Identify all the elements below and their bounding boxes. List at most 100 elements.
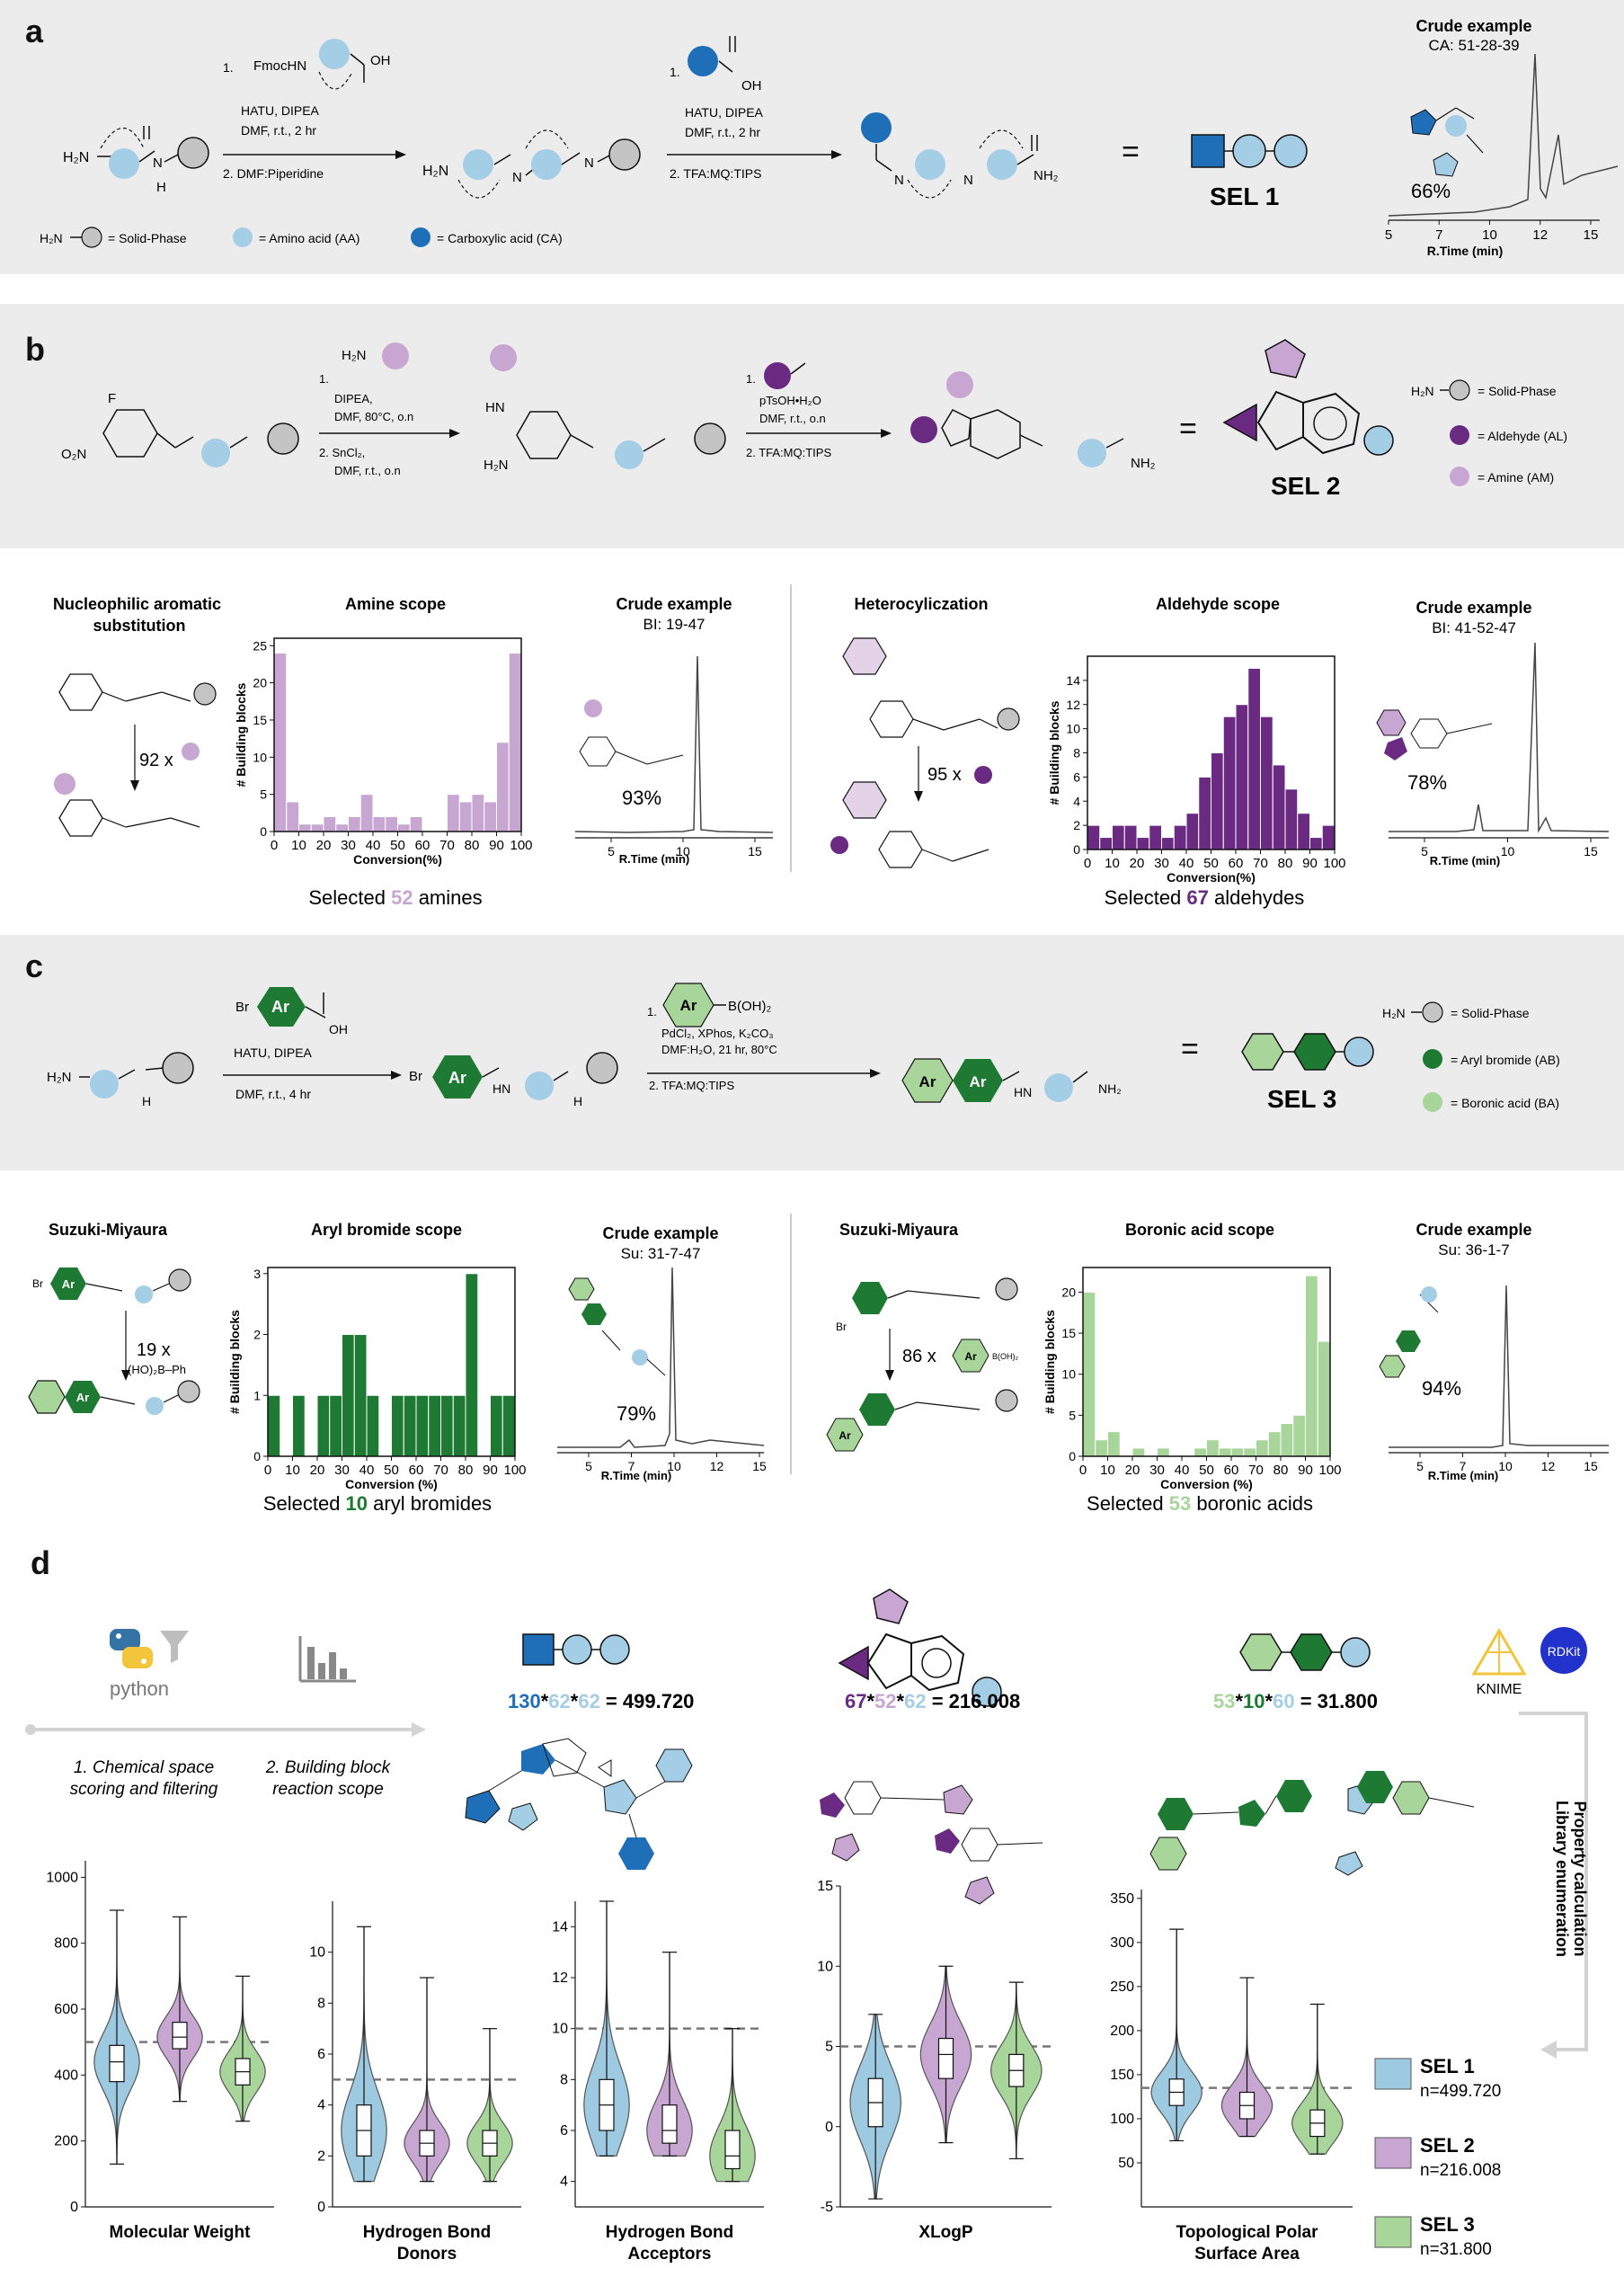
panel-label-c: c <box>25 947 44 984</box>
histogram-bar <box>1260 716 1273 850</box>
legend-n: n=499.720 <box>1420 2082 1501 2101</box>
ab-hexagon <box>65 1381 101 1413</box>
y-tick-label: 3 <box>253 1267 261 1281</box>
a-n-1: N <box>153 156 163 171</box>
y-tick-label: 600 <box>54 2002 78 2017</box>
sel3-example-molecules <box>1149 1771 1475 1876</box>
c-ar-2: Ar <box>448 1069 466 1087</box>
knime-logo-icon <box>1471 1628 1527 1676</box>
histogram-bar <box>310 823 324 832</box>
x-tick-label: 50 <box>1199 1463 1214 1478</box>
a-n-4: N <box>894 173 904 188</box>
x-tick-label: 80 <box>1273 1463 1289 1478</box>
al-circle <box>1450 425 1469 445</box>
histogram-bar <box>1256 1439 1269 1457</box>
x-tick-label: 60 <box>1229 856 1244 871</box>
suzuki1-ar-1: Ar <box>62 1277 75 1291</box>
am-circle <box>946 371 973 398</box>
a-crude-pct: 66% <box>1411 180 1451 202</box>
violin-xlogp: -5 0 5 10 15 XLogP <box>817 1879 1052 2242</box>
y-tick-label: 0 <box>825 2120 833 2135</box>
suzuki1-mult: 19 x <box>137 1340 171 1360</box>
y-tick-label: 8 <box>560 2072 568 2087</box>
b-crude2-pct: 78% <box>1407 771 1447 794</box>
x-tick-label: 0 <box>264 1463 271 1478</box>
a-equals: = <box>1122 135 1140 169</box>
c-crude1-title: Crude example <box>602 1224 718 1242</box>
c-boron: B(OH)₂ <box>728 999 771 1014</box>
c-br: Br <box>235 1000 249 1015</box>
a-step1b: 1. <box>670 65 680 79</box>
suzuki2-ar-2: Ar <box>839 1429 851 1442</box>
a-crude-sub: CA: 51-28-39 <box>1428 37 1519 54</box>
a-n-5: N <box>963 173 973 188</box>
histogram-bar <box>1211 752 1224 850</box>
c-crude2-title: Crude example <box>1415 1221 1531 1239</box>
aa-circle <box>146 1397 164 1415</box>
suzuki2-title: Suzuki-Miyaura <box>839 1221 959 1239</box>
b-reag5: DMF, r.t., o.n <box>759 412 826 425</box>
y-tick-label: 300 <box>1110 1935 1134 1951</box>
selected-boronic-acids: Selected 53 boronic acids <box>1087 1492 1313 1515</box>
a-step2b: 2. TFA:MQ:TIPS <box>670 166 761 181</box>
solid-phase-circle <box>81 227 102 248</box>
histogram-bar <box>1131 1447 1146 1457</box>
b-crude1-axis: R.Time (min) <box>619 852 690 866</box>
x-tick-label: 30 <box>1149 1463 1165 1478</box>
a-reag1b: DMF, r.t., 2 hr <box>241 123 316 138</box>
histogram-bar <box>440 1394 454 1457</box>
c-ar-4: Ar <box>919 1073 936 1090</box>
b-step1b: 1. <box>746 372 756 386</box>
y-tick-label: 14 <box>552 1919 568 1935</box>
al-triangle <box>1222 403 1257 442</box>
y-tick-label: 150 <box>1110 2068 1134 2083</box>
c-crude2-sub: Su: 36-1-7 <box>1438 1241 1509 1259</box>
b-crude1-ticks: 5 10 15 <box>608 838 762 858</box>
y-tick-label: 15 <box>253 713 267 727</box>
rt-tick-label: 10 <box>667 1459 681 1473</box>
panel-a: a H₂N N H 1. FmocHN OH HATU, DIPEA DMF, … <box>0 0 1624 274</box>
x-tick-label: 80 <box>458 1463 474 1478</box>
ca-square <box>522 1633 555 1666</box>
a-crude-ticks: 5 7 10 12 15 <box>1385 220 1598 243</box>
y-tick-label: 0 <box>1073 842 1080 857</box>
suzuki2-ar-1: Ar <box>964 1350 977 1363</box>
solid-phase-circle <box>995 1277 1018 1301</box>
y-tick-label: 4 <box>1073 794 1080 808</box>
b-crude2-sub: BI: 41-52-47 <box>1432 619 1516 636</box>
snar-title-line1: Nucleophilic aromatic <box>53 595 221 613</box>
ab-hexagon <box>257 987 306 1027</box>
solid-phase-circle <box>162 1052 194 1084</box>
y-tick-label: 5 <box>1069 1408 1076 1422</box>
ca-square <box>1191 134 1225 168</box>
hetero-mult: 95 x <box>927 765 962 785</box>
ca-circle <box>861 112 892 143</box>
aa-circle <box>201 439 230 467</box>
a-step1: 1. <box>223 60 234 75</box>
y-tick-label: 2 <box>253 1328 261 1342</box>
histogram-bar <box>1194 1447 1207 1457</box>
panel-label-d: d <box>31 1544 50 1581</box>
panel-b-scheme: F O₂N 1. H₂N DIPEA, DMF, 80°C, o.n 2. Sn… <box>61 339 1567 500</box>
panel-d: d python 1. Ch <box>0 1537 1624 2286</box>
solid-phase-circle <box>193 682 217 706</box>
suzuki2-mult: 86 x <box>902 1347 936 1366</box>
x-tick-label: 40 <box>1179 856 1194 871</box>
y-tick-label: 2 <box>317 2148 325 2164</box>
rt-tick-label: 15 <box>752 1459 767 1473</box>
c-ar-3: Ar <box>680 997 697 1014</box>
aa-circle <box>1340 1637 1371 1668</box>
sel3-label: SEL 3 <box>1267 1085 1336 1113</box>
x-tick-label: 40 <box>366 838 381 853</box>
rt-tick-label: 5 <box>1416 1459 1424 1473</box>
a-step2: 2. DMF:Piperidine <box>223 166 324 181</box>
violin-box <box>172 2022 188 2050</box>
legend-swatch <box>1374 2137 1412 2169</box>
solid-phase-circle <box>694 423 726 455</box>
y-tick-label: 50 <box>1118 2156 1134 2171</box>
x-axis-label: Conversion (%) <box>345 1477 438 1491</box>
amine-scope-title: Amine scope <box>345 595 446 613</box>
suzuki2-reaction: Br Ar B(OH)₂ Ar <box>826 1277 1018 1452</box>
x-tick-label: 50 <box>390 838 405 853</box>
